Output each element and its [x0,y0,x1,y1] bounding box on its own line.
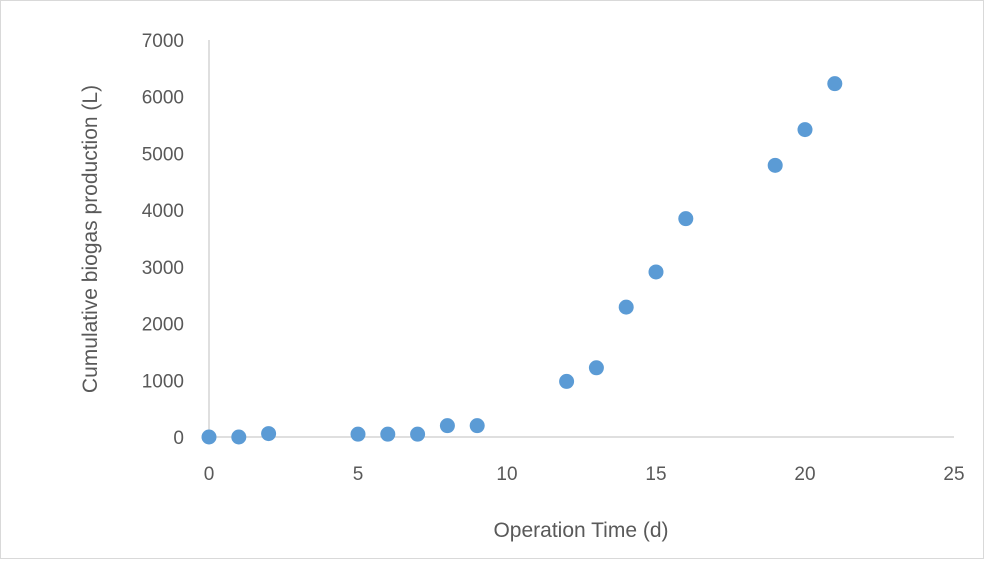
data-points [201,76,843,445]
x-tick-labels: 0 5 10 15 20 25 [204,464,965,485]
data-point [439,418,455,434]
y-tick-label: 7000 [142,31,184,52]
x-tick-label: 15 [645,464,666,485]
y-tick-label: 6000 [142,88,184,109]
data-point [678,211,694,227]
x-tick-label: 5 [353,464,364,485]
data-point [797,122,813,138]
x-tick-label: 20 [794,464,815,485]
data-point [588,360,604,376]
y-tick-label: 3000 [142,258,184,279]
data-point [410,426,426,442]
y-tick-label: 2000 [142,315,184,336]
y-tick-labels: 0 1000 2000 3000 4000 5000 6000 7000 [142,31,184,449]
data-point [618,299,634,315]
data-point [201,429,217,445]
data-point [469,418,485,434]
data-point [648,264,664,280]
y-axis-title: Cumulative biogas production (L) [79,85,102,393]
y-tick-label: 5000 [142,144,184,165]
x-axis-title: Operation Time (d) [493,519,668,542]
y-tick-label: 0 [173,428,184,449]
x-tick-label: 10 [496,464,517,485]
data-point [350,426,366,442]
y-tick-label: 1000 [142,371,184,392]
data-point [231,429,247,445]
axes [208,40,954,438]
data-point [559,373,575,389]
data-point [380,426,396,442]
data-point [767,157,783,173]
x-tick-label: 0 [204,464,215,485]
x-tick-label: 25 [943,464,964,485]
y-tick-label: 4000 [142,201,184,222]
data-point [261,426,277,442]
data-point [827,76,843,92]
